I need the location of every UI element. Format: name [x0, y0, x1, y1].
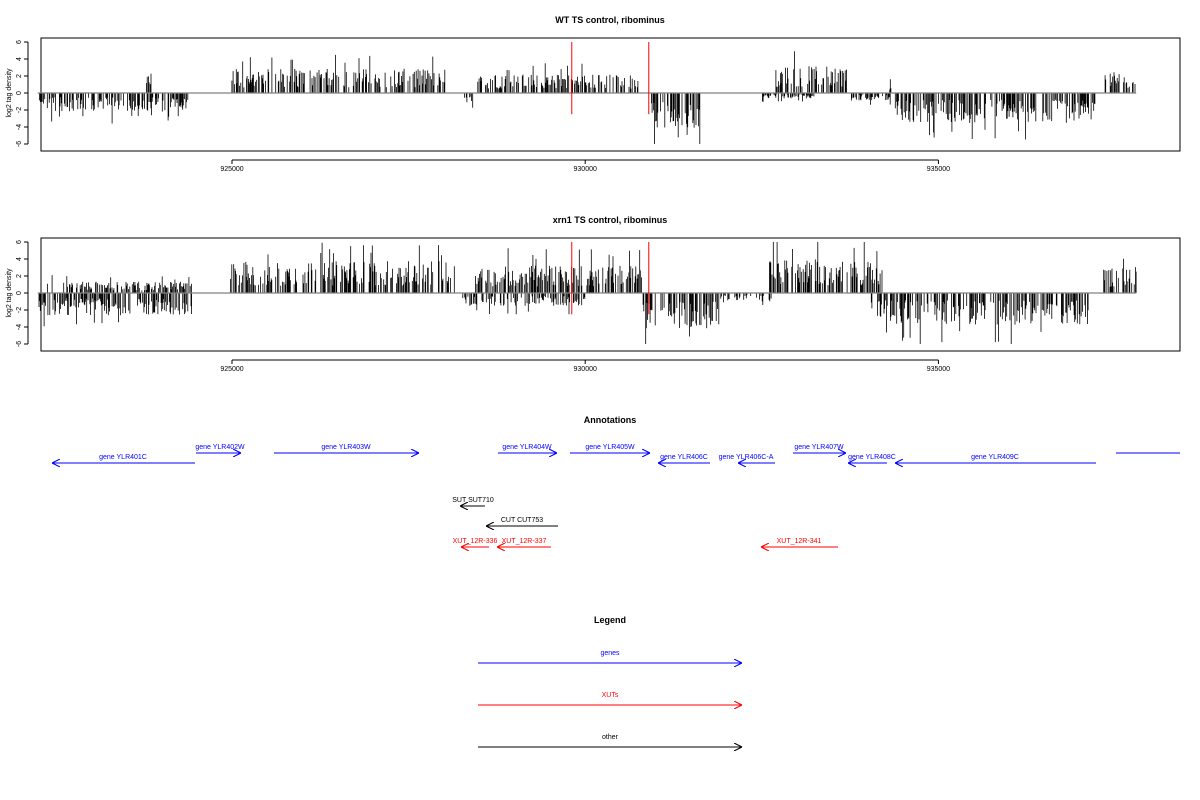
xrn1-red-markers	[571, 242, 650, 315]
y-tick-label: 0	[16, 91, 23, 95]
xrn1-panel: xrn1 TS control, ribominus log2 tag dens…	[6, 215, 1181, 373]
gene-label: gene YLR407W	[794, 444, 844, 451]
x-tick-label: 930000	[574, 366, 597, 373]
x-tick-label: 935000	[927, 366, 950, 373]
legend-XUTs-label: XUTs	[602, 692, 619, 699]
y-tick-label: 4	[16, 257, 23, 261]
legend: genes XUTs other	[478, 650, 742, 747]
gene-label: gene YLR405W	[585, 444, 635, 451]
x-tick-label: 930000	[574, 166, 597, 173]
y-tick-label: -4	[16, 124, 23, 130]
y-tick-label: -6	[16, 341, 23, 347]
x-tick-label: 925000	[220, 366, 243, 373]
other-label: CUT CUT753	[501, 517, 543, 524]
other-label: SUT SUT710	[452, 497, 494, 504]
y-tick-label: 2	[16, 74, 23, 78]
legend-other-label: other	[602, 734, 619, 741]
x-tick-label: 925000	[220, 166, 243, 173]
y-tick-label: -4	[16, 324, 23, 330]
gene-label: gene YLR406C	[660, 454, 708, 461]
xrn1-y-axis-label: log2 tag density	[6, 268, 13, 318]
annotations-title: Annotations	[584, 415, 637, 425]
xut-label: XUT_12R-341	[777, 538, 822, 545]
xrn1-plot-frame	[40, 237, 1181, 352]
xut-label: XUT_12R-336	[453, 538, 498, 545]
wt-axes: 6 4 2 0 -2 -4 -6 925000 930000 935000	[16, 40, 950, 173]
y-tick-label: -2	[16, 107, 23, 113]
x-tick-label: 935000	[927, 166, 950, 173]
wt-bars	[39, 51, 1136, 144]
legend-title: Legend	[594, 615, 626, 625]
wt-chart-title: WT TS control, ribominus	[555, 15, 665, 25]
y-tick-label: 4	[16, 57, 23, 61]
y-tick-label: -6	[16, 141, 23, 147]
xrn1-bars	[38, 242, 1137, 344]
xrn1-chart-title: xrn1 TS control, ribominus	[553, 215, 668, 225]
gene-label: gene YLR403W	[321, 444, 371, 451]
wt-y-axis-label: log2 tag density	[6, 68, 13, 118]
y-tick-label: 6	[16, 40, 23, 44]
wt-panel: WT TS control, ribominus log2 tag densit…	[6, 15, 1181, 173]
gene-label: gene YLR408C	[848, 454, 896, 461]
wt-plot-frame	[40, 37, 1181, 152]
annotation-tracks: gene YLR401C gene YLR402W gene YLR403W gene…	[52, 444, 1180, 547]
y-tick-label: 6	[16, 240, 23, 244]
y-tick-label: 2	[16, 274, 23, 278]
y-tick-label: -2	[16, 307, 23, 313]
xut-label: XUT_12R-337	[502, 538, 547, 545]
gene-label: gene YLR409C	[971, 454, 1019, 461]
wt-red-markers	[571, 42, 650, 115]
gene-label: gene YLR402W	[195, 444, 245, 451]
legend-genes-label: genes	[600, 650, 620, 657]
gene-label: gene YLR406C-A	[719, 454, 774, 461]
gene-label: gene YLR404W	[502, 444, 552, 451]
y-tick-label: 0	[16, 291, 23, 295]
gene-label: gene YLR401C	[99, 454, 147, 461]
xrn1-axes: 6 4 2 0 -2 -4 -6 925000 930000 935000	[16, 240, 950, 373]
